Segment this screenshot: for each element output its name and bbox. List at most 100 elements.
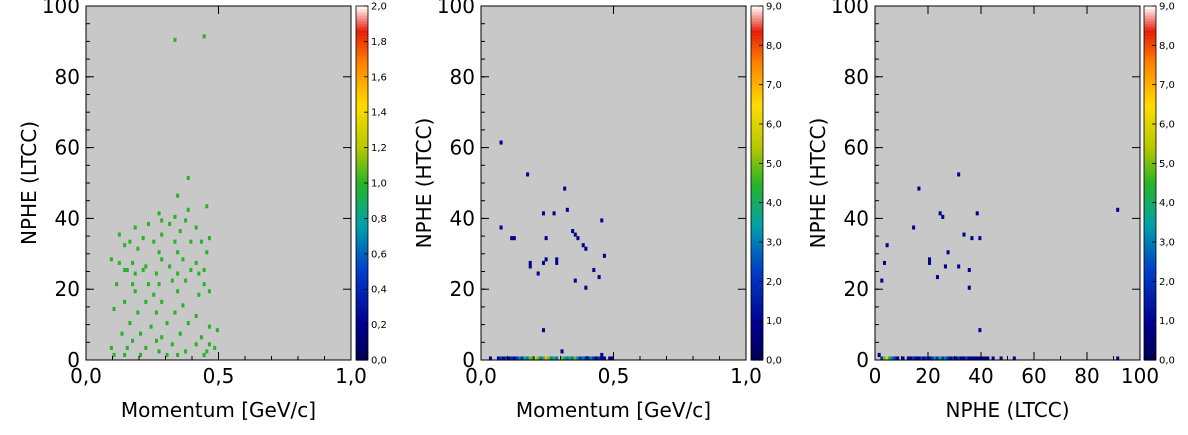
- x-tick-label: 0,0: [70, 364, 102, 388]
- colorbar-segment: [1144, 289, 1156, 293]
- colorbar-segment: [356, 227, 368, 231]
- heatmap-cell: [184, 349, 188, 354]
- colorbar-segment: [1144, 280, 1156, 284]
- colorbar-segment: [751, 135, 763, 140]
- colorbar-segment: [356, 339, 368, 343]
- heatmap-cell: [120, 331, 124, 336]
- colorbar-segment: [356, 103, 368, 107]
- colorbar-segment: [751, 221, 763, 225]
- heatmap-cell: [207, 342, 211, 347]
- colorbar-segment: [1144, 156, 1156, 160]
- heatmap-cell: [139, 352, 143, 357]
- colorbar-segment: [356, 153, 368, 158]
- colorbar-segment: [1144, 345, 1156, 349]
- colorbar-segment: [1144, 147, 1156, 152]
- colorbar-segment: [1144, 150, 1156, 155]
- heatmap-cell: [954, 356, 958, 361]
- colorbar-segment: [1144, 159, 1156, 163]
- x-tick-label: 100: [1121, 364, 1159, 388]
- heatmap-cell: [579, 356, 583, 361]
- colorbar-segment: [751, 144, 763, 149]
- colorbar-segment: [1144, 26, 1156, 31]
- heatmap-cell: [555, 260, 559, 265]
- heatmap-cell: [541, 260, 545, 265]
- colorbar-tick-label: 6,0: [1159, 120, 1175, 131]
- colorbar-segment: [751, 70, 763, 75]
- heatmap-cell: [205, 204, 209, 209]
- colorbar-segment: [751, 38, 763, 42]
- heatmap-cell: [978, 236, 982, 241]
- heatmap-cell: [547, 356, 551, 361]
- colorbar-segment: [751, 262, 763, 267]
- colorbar-segment: [751, 292, 763, 296]
- colorbar-segment: [751, 268, 763, 273]
- colorbar-segment: [1144, 129, 1156, 134]
- colorbar-segment: [356, 41, 368, 45]
- colorbar-tick-label: 1,2: [371, 143, 387, 154]
- colorbar-segment: [751, 162, 763, 166]
- colorbar-tick-label: 7,0: [766, 80, 782, 91]
- colorbar-segment: [751, 56, 763, 60]
- colorbar-segment: [1144, 124, 1156, 128]
- colorbar-segment: [1144, 174, 1156, 178]
- colorbar-segment: [1144, 318, 1156, 323]
- heatmap-cell: [967, 356, 971, 361]
- colorbar-segment: [751, 274, 763, 278]
- colorbar-segment: [356, 333, 368, 337]
- colorbar-segment: [751, 315, 763, 320]
- heatmap-cell: [170, 342, 174, 347]
- colorbar-segment: [1144, 336, 1156, 340]
- colorbar-segment: [1144, 29, 1156, 34]
- colorbar-segment: [1144, 218, 1156, 222]
- colorbar-segment: [1144, 292, 1156, 296]
- colorbar-segment: [751, 97, 763, 101]
- colorbar-tick-label: 6,0: [766, 120, 782, 131]
- colorbar-segment: [356, 185, 368, 190]
- colorbar-segment: [356, 183, 368, 187]
- heatmap-cell: [975, 211, 979, 216]
- x-axis-title: Momentum [GeV/c]: [516, 398, 711, 422]
- heatmap-cell: [541, 211, 545, 216]
- heatmap-cell: [584, 285, 588, 290]
- colorbar-segment: [1144, 354, 1156, 358]
- heatmap-cell: [176, 250, 180, 255]
- colorbar-segment: [1144, 168, 1156, 172]
- heatmap-cell: [544, 356, 548, 361]
- y-tick-label: 60: [55, 136, 80, 160]
- colorbar-tick-label: 3,0: [766, 238, 782, 249]
- heatmap-cell: [534, 356, 538, 361]
- heatmap-cell: [176, 289, 180, 294]
- heatmap-cell: [928, 260, 932, 265]
- colorbar-segment: [356, 85, 368, 90]
- heatmap-cell: [157, 349, 161, 354]
- heatmap-cell: [965, 356, 969, 361]
- heatmap-cell: [165, 352, 169, 357]
- colorbar-segment: [356, 121, 368, 125]
- heatmap-cell: [176, 271, 180, 276]
- x-tick-label: 80: [1074, 364, 1099, 388]
- heatmap-cell: [112, 306, 116, 311]
- heatmap-cell: [594, 356, 598, 361]
- colorbar-segment: [356, 65, 368, 69]
- colorbar-tick-label: 8,0: [766, 41, 782, 52]
- colorbar-segment: [356, 295, 368, 299]
- heatmap-cell: [935, 275, 939, 280]
- colorbar-segment: [1144, 321, 1156, 326]
- heatmap-cell: [160, 299, 164, 304]
- heatmap-cell: [600, 356, 604, 361]
- heatmap-cell: [115, 282, 119, 287]
- colorbar-segment: [751, 23, 763, 28]
- heatmap-cell: [139, 331, 143, 336]
- colorbar-segment: [751, 312, 763, 317]
- heatmap-cell: [1116, 356, 1120, 361]
- colorbar-segment: [1144, 11, 1156, 16]
- colorbar-segment: [356, 188, 368, 193]
- colorbar-segment: [751, 183, 763, 187]
- heatmap-cell: [131, 260, 135, 265]
- colorbar-tick-label: 4,0: [766, 198, 782, 209]
- heatmap-cell: [877, 352, 881, 357]
- colorbar-segment: [356, 109, 368, 113]
- colorbar-segment: [356, 309, 368, 314]
- plot-area: [875, 6, 1140, 360]
- heatmap-cell: [565, 356, 569, 361]
